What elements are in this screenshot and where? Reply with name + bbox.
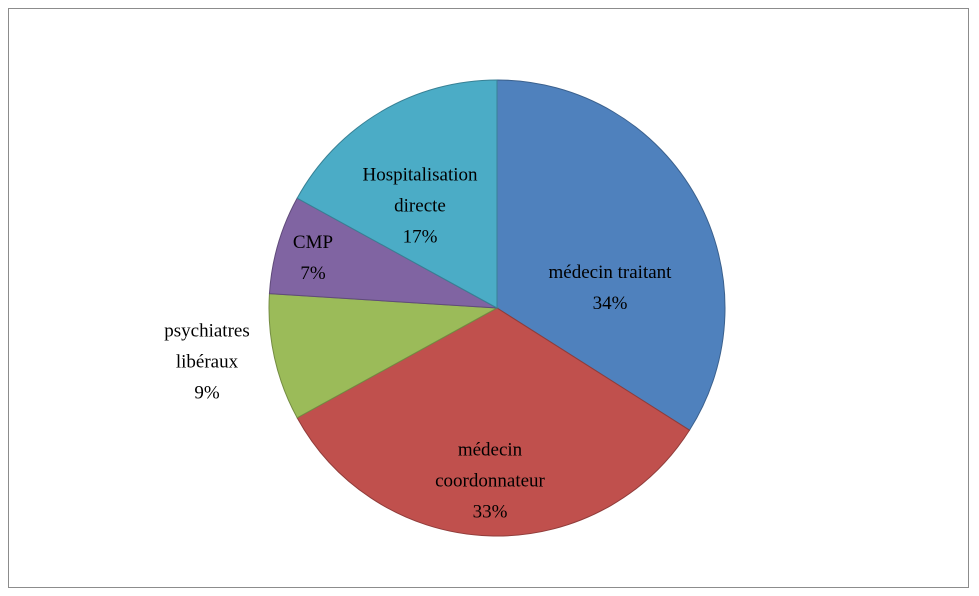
value-label: 34% xyxy=(592,293,628,314)
value-label: 9% xyxy=(194,382,220,404)
category-label: Hospitalisation directe xyxy=(362,164,478,217)
chart-frame xyxy=(8,8,969,588)
slice-label: médecin traitant 34% xyxy=(515,257,705,319)
category-label: médecin traitant xyxy=(548,262,672,283)
slice-label: psychiatres libéraux 9% xyxy=(142,316,272,409)
category-label: médecin coordonnateur xyxy=(435,439,545,492)
value-label: 17% xyxy=(402,226,438,248)
pie-slice xyxy=(496,79,726,431)
pie-slice xyxy=(296,307,691,537)
slice-label: CMP 7% xyxy=(278,227,348,289)
pie-slice xyxy=(296,79,498,309)
value-label: 33% xyxy=(472,501,508,523)
slice-label: Hospitalisation directe 17% xyxy=(335,160,505,253)
category-label: psychiatres libéraux xyxy=(164,320,250,373)
pie-slice xyxy=(268,293,499,419)
value-label: 7% xyxy=(300,263,326,284)
slice-label: médecin coordonnateur 33% xyxy=(420,435,560,528)
category-label: CMP xyxy=(292,232,334,253)
